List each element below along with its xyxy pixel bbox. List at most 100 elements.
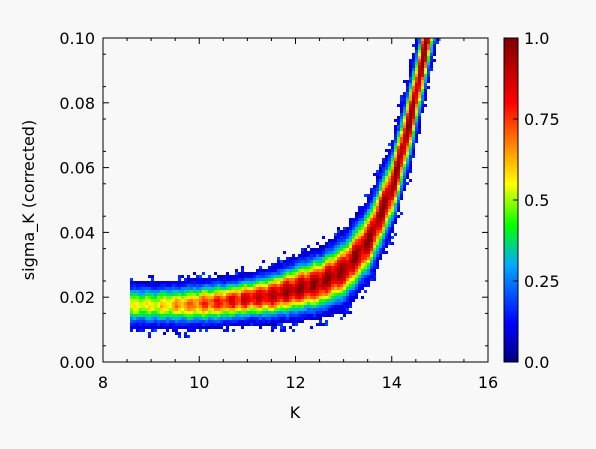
heatmap-cell — [226, 326, 229, 329]
heatmap-cell — [193, 281, 196, 284]
heatmap-cell — [376, 245, 379, 248]
heatmap-cell — [202, 308, 205, 311]
heatmap-cell — [427, 59, 430, 62]
heatmap-cell — [313, 302, 316, 305]
heatmap-cell — [355, 245, 358, 248]
heatmap-cell — [382, 176, 385, 179]
heatmap-cell — [244, 323, 247, 326]
heatmap-cell — [226, 290, 229, 293]
heatmap-cell — [244, 293, 247, 296]
heatmap-cell — [382, 164, 385, 167]
heatmap-cell — [427, 44, 430, 47]
heatmap-cell — [310, 275, 313, 278]
heatmap-cell — [394, 200, 397, 203]
heatmap-cell — [331, 251, 334, 254]
heatmap-cell — [298, 314, 301, 317]
heatmap-cell — [244, 314, 247, 317]
heatmap-cell — [187, 299, 190, 302]
heatmap-cell — [262, 272, 265, 275]
heatmap-cell — [349, 299, 352, 302]
heatmap-cell — [358, 266, 361, 269]
heatmap-cell — [373, 245, 376, 248]
heatmap-cell — [343, 305, 346, 308]
heatmap-cell — [241, 281, 244, 284]
heatmap-cell — [178, 296, 181, 299]
heatmap-cell — [142, 281, 145, 284]
heatmap-cell — [400, 146, 403, 149]
heatmap-cell — [307, 272, 310, 275]
heatmap-cell — [310, 281, 313, 284]
heatmap-cell — [358, 287, 361, 290]
heatmap-cell — [424, 104, 427, 107]
heatmap-cell — [418, 122, 421, 125]
heatmap-cell — [136, 290, 139, 293]
heatmap-cell — [376, 263, 379, 266]
heatmap-cell — [379, 206, 382, 209]
heatmap-cell — [352, 290, 355, 293]
heatmap-cell — [274, 299, 277, 302]
heatmap-cell — [364, 239, 367, 242]
heatmap-cell — [133, 287, 136, 290]
heatmap-cell — [379, 191, 382, 194]
heatmap-cell — [370, 215, 373, 218]
heatmap-cell — [214, 326, 217, 329]
heatmap-cell — [373, 278, 376, 281]
heatmap-cell — [415, 71, 418, 74]
heatmap-cell — [148, 305, 151, 308]
heatmap-cell — [352, 236, 355, 239]
heatmap-cell — [403, 188, 406, 191]
heatmap-cell — [283, 302, 286, 305]
heatmap-cell — [310, 305, 313, 308]
heatmap-cell — [403, 149, 406, 152]
heatmap-cell — [292, 290, 295, 293]
heatmap-cell — [265, 317, 268, 320]
heatmap-cell — [337, 251, 340, 254]
heatmap-cell — [211, 308, 214, 311]
heatmap-cell — [418, 128, 421, 131]
heatmap-cell — [259, 287, 262, 290]
heatmap-cell — [385, 179, 388, 182]
heatmap-cell — [331, 296, 334, 299]
heatmap-cell — [292, 260, 295, 263]
heatmap-cell — [277, 275, 280, 278]
heatmap-cell — [409, 86, 412, 89]
heatmap-cell — [349, 311, 352, 314]
heatmap-cell — [370, 245, 373, 248]
heatmap-cell — [148, 311, 151, 314]
heatmap-cell — [409, 119, 412, 122]
heatmap-cell — [268, 323, 271, 326]
heatmap-cell — [169, 317, 172, 320]
heatmap-cell — [409, 65, 412, 68]
heatmap-cell — [268, 284, 271, 287]
heatmap-cell — [364, 227, 367, 230]
heatmap-cell — [343, 254, 346, 257]
heatmap-cell — [352, 224, 355, 227]
heatmap-cell — [361, 251, 364, 254]
heatmap-cell — [385, 206, 388, 209]
heatmap-cell — [334, 311, 337, 314]
heatmap-cell — [157, 281, 160, 284]
heatmap-cell — [343, 302, 346, 305]
heatmap-cell — [346, 251, 349, 254]
heatmap-cell — [286, 311, 289, 314]
heatmap-cell — [319, 266, 322, 269]
heatmap-cell — [190, 326, 193, 329]
heatmap-cell — [352, 281, 355, 284]
heatmap-cell — [385, 149, 388, 152]
heatmap-cell — [139, 284, 142, 287]
heatmap-cell — [370, 230, 373, 233]
heatmap-cell — [409, 98, 412, 101]
heatmap-cell — [187, 305, 190, 308]
heatmap-cell — [310, 299, 313, 302]
heatmap-cell — [346, 269, 349, 272]
heatmap-cell — [274, 272, 277, 275]
heatmap-cell — [340, 260, 343, 263]
heatmap-cell — [367, 233, 370, 236]
heatmap-cell — [196, 302, 199, 305]
heatmap-cell — [376, 260, 379, 263]
heatmap-cell — [415, 134, 418, 137]
heatmap-cell — [289, 278, 292, 281]
heatmap-cell — [382, 209, 385, 212]
heatmap-cell — [166, 323, 169, 326]
heatmap-cell — [235, 287, 238, 290]
